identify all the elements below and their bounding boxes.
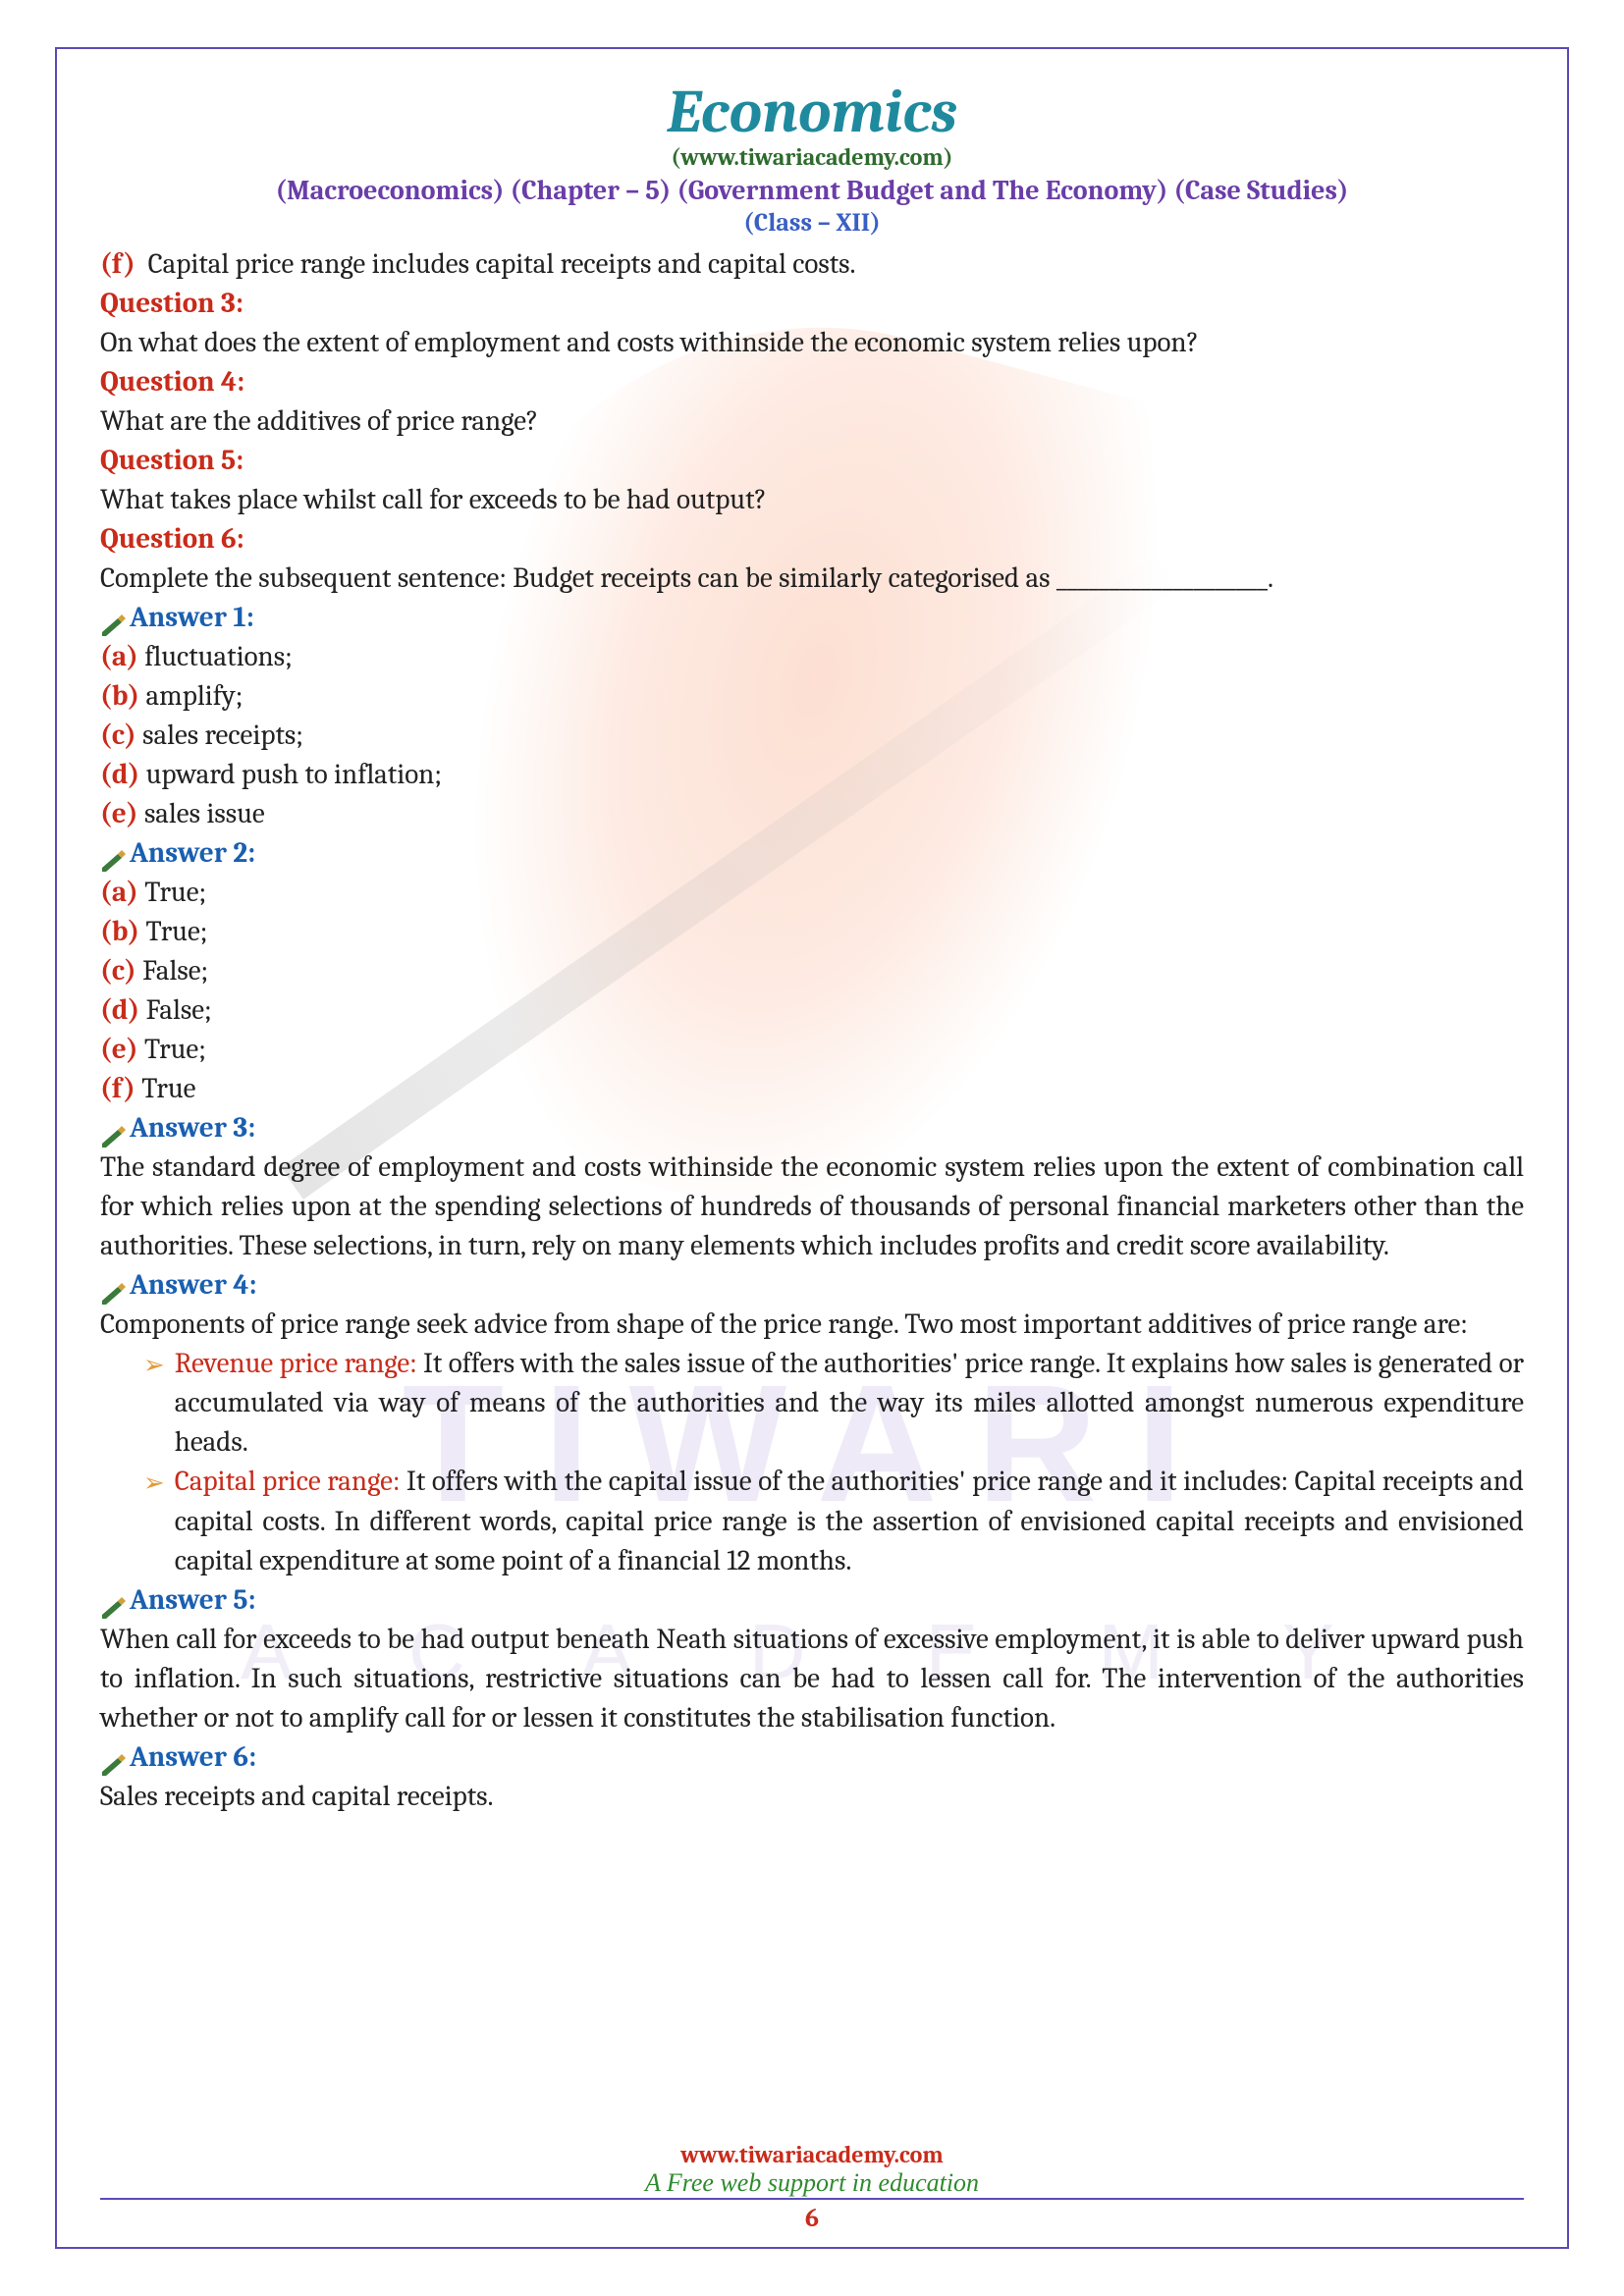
question-5-text: What takes place whilst call for exceeds… (100, 481, 1524, 520)
answer-2-label: Answer 2: (130, 837, 255, 870)
page-number: 6 (805, 2204, 819, 2233)
answer-4-header: Answer 4: (100, 1266, 1524, 1306)
arrow-icon: ➢ (143, 1349, 165, 1384)
label-d: (d) (100, 759, 139, 791)
bullet-2-title: Capital price range: (175, 1466, 400, 1498)
site-link: (www.tiwariacademy.com) (100, 143, 1524, 171)
intro-f-text: Capital price range includes capital rec… (148, 248, 856, 281)
ans1-e: (e) sales issue (100, 795, 1524, 834)
label-c: (c) (100, 720, 136, 752)
pencil-icon (100, 844, 128, 866)
answer-2-header: Answer 2: (100, 834, 1524, 874)
arrow-icon: ➢ (143, 1467, 165, 1502)
answer-3-text: The standard degree of employment and co… (100, 1148, 1524, 1266)
pencil-icon (100, 609, 128, 630)
answer-5-label: Answer 5: (130, 1584, 256, 1617)
answer-6-text: Sales receipts and capital receipts. (100, 1778, 1524, 1817)
ans2-a: (a) True; (100, 874, 1524, 913)
question-4-label: Question 4: (100, 363, 1524, 402)
bullet-1-title: Revenue price range: (175, 1348, 417, 1380)
ans2-e: (e) True; (100, 1031, 1524, 1070)
answer-1-header: Answer 1: (100, 599, 1524, 638)
answer-1-label: Answer 1: (130, 602, 254, 634)
question-6-text: Complete the subsequent sentence: Budget… (100, 560, 1524, 599)
class-line: (Class – XII) (100, 208, 1524, 238)
pencil-icon (100, 1748, 128, 1770)
ans1-d: (d) upward push to inflation; (100, 756, 1524, 795)
pencil-icon (100, 1591, 128, 1613)
answer-5-header: Answer 5: (100, 1581, 1524, 1621)
ans2-f: (f) True (100, 1070, 1524, 1109)
answer-4-bullet-1: ➢ Revenue price range: It offers with th… (100, 1345, 1524, 1463)
pencil-icon (100, 1277, 128, 1299)
answer-6-header: Answer 6: (100, 1738, 1524, 1778)
page-title: Economics (100, 77, 1524, 147)
ans2-c: (c) False; (100, 952, 1524, 991)
ans2-d: (d) False; (100, 991, 1524, 1031)
question-3-text: On what does the extent of employment an… (100, 324, 1524, 363)
label-b: (b) (100, 680, 139, 713)
answer-6-label: Answer 6: (130, 1741, 256, 1774)
bullet-1-text: Revenue price range: It offers with the … (175, 1345, 1524, 1463)
label-f: (f) (100, 248, 135, 281)
footer-link: www.tiwariacademy.com (57, 2141, 1567, 2168)
page-number-bar: 6 (100, 2198, 1524, 2233)
answer-4-intro: Components of price range seek advice fr… (100, 1306, 1524, 1345)
answer-3-header: Answer 3: (100, 1109, 1524, 1148)
answer-4-bullet-2: ➢ Capital price range: It offers with th… (100, 1463, 1524, 1580)
content: Economics (www.tiwariacademy.com) (Macro… (100, 77, 1524, 1817)
question-6-label: Question 6: (100, 520, 1524, 560)
answer-3-label: Answer 3: (130, 1112, 255, 1145)
ans1-a: (a) fluctuations; (100, 638, 1524, 677)
answer-4-label: Answer 4: (130, 1269, 257, 1302)
label-e: (e) (100, 798, 138, 830)
ans1-c: (c) sales receipts; (100, 717, 1524, 756)
label-a: (a) (100, 641, 138, 673)
question-5-label: Question 5: (100, 442, 1524, 481)
ans2-b: (b) True; (100, 913, 1524, 952)
footer: www.tiwariacademy.com A Free web support… (57, 2141, 1567, 2198)
page: TIWARI A C A D E M Y Economics (www.tiwa… (0, 0, 1624, 2296)
answer-5-text: When call for exceeds to be had output b… (100, 1621, 1524, 1738)
bullet-2-text: Capital price range: It offers with the … (175, 1463, 1524, 1580)
pencil-icon (100, 1120, 128, 1142)
question-3-label: Question 3: (100, 285, 1524, 324)
page-border: TIWARI A C A D E M Y Economics (www.tiwa… (55, 47, 1569, 2249)
chapter-line: (Macroeconomics) (Chapter – 5) (Governme… (100, 175, 1524, 206)
ans1-b: (b) amplify; (100, 677, 1524, 717)
footer-tagline: A Free web support in education (57, 2168, 1567, 2198)
intro-f: (f) Capital price range includes capital… (100, 245, 1524, 285)
question-4-text: What are the additives of price range? (100, 402, 1524, 442)
